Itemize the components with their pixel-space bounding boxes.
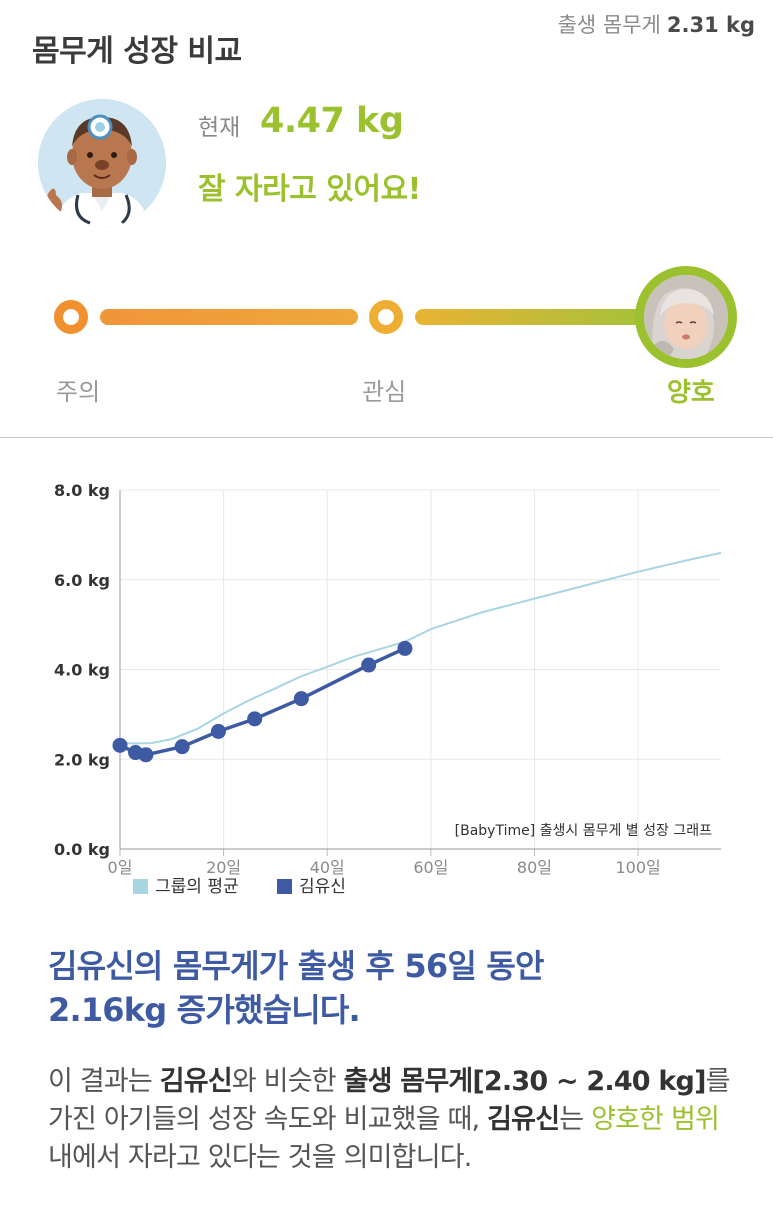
x-tick-label: 0일	[108, 858, 133, 877]
summary-line-1: 김유신의 몸무게가 출생 후 56일 동안	[48, 947, 544, 985]
legend-swatch	[277, 879, 292, 894]
scale-dot-interest	[369, 300, 403, 334]
data-point	[210, 723, 226, 739]
growth-header-section: 몸무게 성장 비교 출생 몸무게 2.31 kg	[0, 0, 773, 438]
y-tick-label: 0.0 kg	[54, 840, 110, 859]
scale-track-interest	[415, 309, 655, 325]
growth-status-message: 잘 자라고 있어요!	[198, 172, 421, 207]
baby-photo	[635, 266, 737, 368]
summary-line-2: 2.16kg 증가했습니다.	[48, 991, 361, 1029]
data-point	[247, 711, 263, 727]
chart-axes: 0.0 kg 2.0 kg 4.0 kg 6.0 kg 8.0 kg 0일 20일 40일 60…	[54, 481, 721, 877]
desc-baby-name-1: 김유신	[159, 1066, 233, 1097]
chart-legend: 그룹의 평균 김유신	[133, 877, 346, 897]
desc-text-2: 와 비슷한	[231, 1066, 344, 1097]
data-point	[397, 640, 413, 656]
desc-text-1: 이 결과는	[48, 1066, 160, 1097]
growth-chart: 0.0 kg 2.0 kg 4.0 kg 6.0 kg 8.0 kg 0일 20일 40일 60…	[0, 470, 773, 910]
y-tick-label: 4.0 kg	[54, 661, 110, 680]
current-weight-value: 4.47 kg	[260, 101, 404, 141]
birth-weight: 출생 몸무게 2.31 kg	[558, 9, 755, 39]
chart-grid	[120, 489, 721, 850]
desc-good-range: 양호한 범위	[591, 1104, 720, 1135]
section-divider	[0, 437, 773, 438]
x-tick-label: 40일	[310, 858, 345, 877]
y-tick-label: 8.0 kg	[54, 481, 110, 500]
data-point	[174, 739, 190, 755]
legend-label: 김유신	[299, 877, 346, 897]
growth-chart-svg: 0.0 kg 2.0 kg 4.0 kg 6.0 kg 8.0 kg 0일 20일 40일 60…	[54, 481, 722, 897]
scale-label-caution: 주의	[56, 378, 101, 406]
birth-weight-label: 출생 몸무게	[557, 13, 661, 37]
growth-description: 이 결과는 김유신와 비슷한 출생 몸무게[2.30 ~ 2.40 kg]를 가…	[48, 1063, 748, 1177]
desc-baby-name-2: 김유신	[487, 1104, 560, 1135]
scale-dot-caution	[54, 300, 88, 334]
x-tick-label: 20일	[206, 858, 241, 877]
birth-weight-value: 2.31 kg	[666, 13, 755, 37]
chart-series	[112, 551, 722, 763]
doctor-avatar	[38, 99, 166, 227]
page-title: 몸무게 성장 비교	[32, 34, 242, 69]
desc-birth-range: 출생 몸무게[2.30 ~ 2.40 kg]	[343, 1066, 707, 1097]
legend-swatch	[133, 879, 148, 894]
desc-text-5: 내에서 자라고 있다는 것을 의미합니다.	[48, 1142, 472, 1173]
growth-summary: 김유신의 몸무게가 출생 후 56일 동안 2.16kg 증가했습니다.	[48, 944, 748, 1032]
data-point	[112, 737, 128, 753]
desc-text-3: 를 가진 아기들의 성장 속도와 비교했을 때,	[48, 1066, 730, 1135]
x-tick-label: 100일	[615, 858, 660, 877]
scale-track-caution	[100, 309, 358, 325]
y-tick-label: 2.0 kg	[54, 750, 110, 769]
data-point	[361, 657, 377, 673]
current-weight-label: 현재	[198, 115, 241, 141]
x-tick-label: 60일	[413, 858, 448, 877]
data-point	[293, 691, 309, 707]
scale-label-interest: 관심	[362, 378, 407, 406]
scale-label-good: 양호	[667, 378, 715, 408]
data-point	[138, 747, 154, 763]
series-line	[119, 551, 722, 745]
chart-annotation: [BabyTime] 출생시 몸무게 별 성장 그래프	[455, 823, 712, 839]
doctor-icon	[38, 99, 166, 227]
legend-label: 그룹의 평균	[155, 877, 239, 897]
x-tick-label: 80일	[517, 858, 552, 877]
baby-photo-icon	[644, 275, 728, 359]
desc-text-4: 는	[559, 1104, 592, 1135]
y-tick-label: 6.0 kg	[54, 571, 110, 590]
